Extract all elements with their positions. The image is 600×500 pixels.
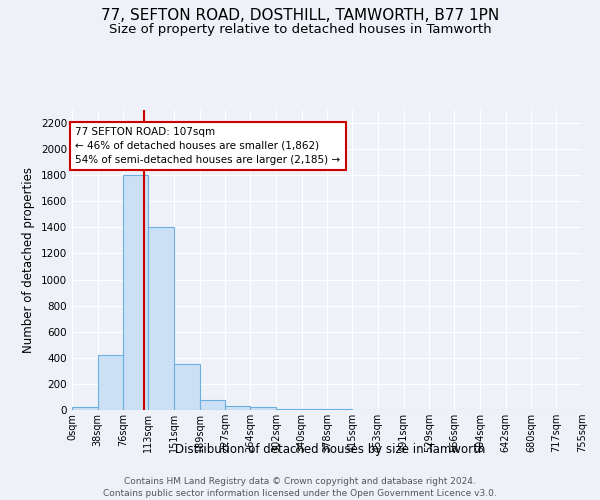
Text: Size of property relative to detached houses in Tamworth: Size of property relative to detached ho… (109, 22, 491, 36)
Text: Distribution of detached houses by size in Tamworth: Distribution of detached houses by size … (175, 442, 485, 456)
Bar (98, 354, 124, 410)
Bar (72, 406, 98, 410)
Text: 77 SEFTON ROAD: 107sqm
← 46% of detached houses are smaller (1,862)
54% of semi-: 77 SEFTON ROAD: 107sqm ← 46% of detached… (76, 127, 341, 165)
Y-axis label: Number of detached properties: Number of detached properties (22, 167, 35, 353)
Bar (148, 228, 174, 410)
Bar (200, 400, 226, 410)
Bar (226, 406, 250, 410)
Bar (276, 408, 302, 410)
Bar (250, 406, 276, 410)
Bar (124, 175, 148, 410)
Text: Contains HM Land Registry data © Crown copyright and database right 2024.: Contains HM Land Registry data © Crown c… (124, 478, 476, 486)
Bar (174, 364, 200, 410)
Text: 77, SEFTON ROAD, DOSTHILL, TAMWORTH, B77 1PN: 77, SEFTON ROAD, DOSTHILL, TAMWORTH, B77… (101, 8, 499, 22)
Text: Contains public sector information licensed under the Open Government Licence v3: Contains public sector information licen… (103, 489, 497, 498)
